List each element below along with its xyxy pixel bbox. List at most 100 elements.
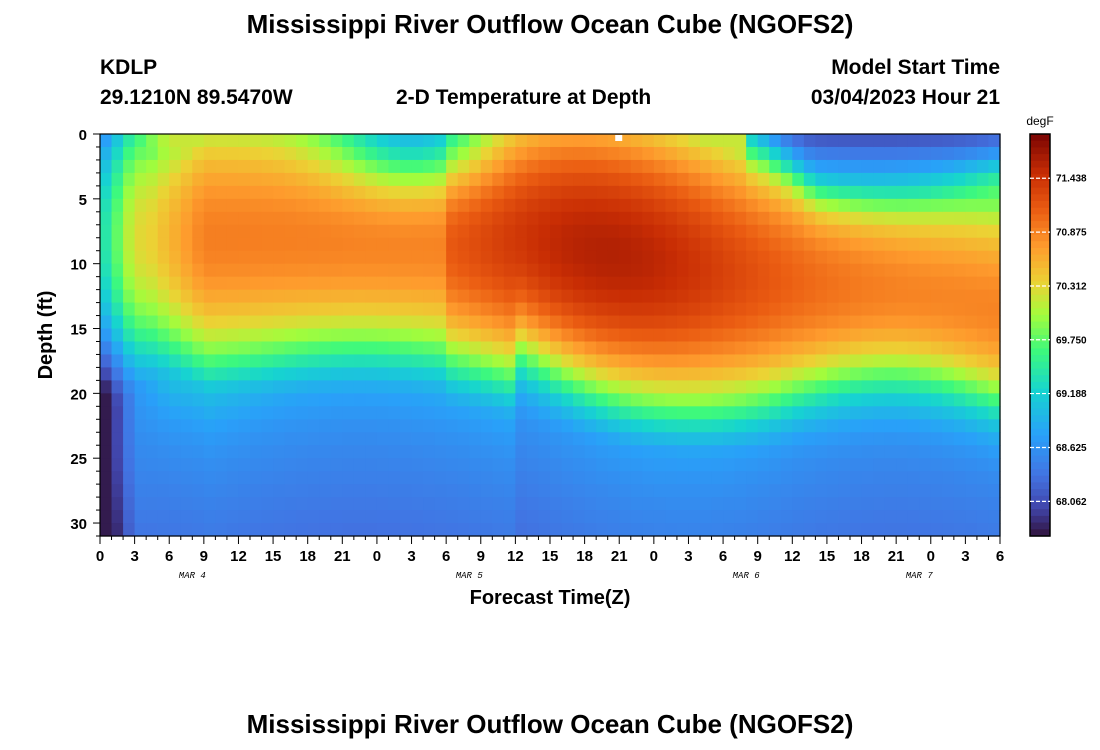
heatmap-cell: [296, 172, 309, 187]
heatmap-cell: [607, 406, 620, 420]
heatmap-cell: [250, 302, 263, 317]
heatmap-cell: [907, 172, 920, 187]
heatmap-cell: [146, 471, 159, 485]
heatmap-cell: [480, 289, 493, 304]
heatmap-cell: [850, 146, 863, 161]
heatmap-cell: [746, 185, 759, 200]
heatmap-cell: [226, 380, 240, 394]
heatmap-cell: [953, 510, 966, 524]
heatmap-cell: [630, 458, 643, 472]
heatmap-cell: [550, 250, 563, 265]
heatmap-cell: [388, 445, 401, 459]
heatmap-cell: [838, 458, 851, 472]
heatmap-cell: [676, 302, 690, 317]
heatmap-cell: [538, 393, 551, 407]
heatmap-cell: [757, 432, 770, 446]
heatmap-cell: [365, 393, 378, 407]
heatmap-cell: [907, 419, 920, 433]
x-tick-label: 12: [507, 548, 524, 565]
heatmap-cell: [100, 198, 113, 213]
heatmap-cell: [319, 406, 332, 420]
heatmap-cell: [561, 354, 574, 369]
heatmap-cell: [780, 380, 793, 394]
heatmap-cell: [942, 445, 955, 459]
heatmap-cell: [123, 146, 136, 161]
heatmap-cell: [515, 484, 528, 498]
heatmap-cell: [746, 289, 759, 304]
heatmap-cell: [319, 328, 332, 343]
heatmap-cell: [307, 380, 320, 394]
heatmap-cell: [376, 458, 390, 472]
heatmap-cell: [250, 458, 263, 472]
heatmap-cell: [273, 432, 286, 446]
heatmap-cell: [861, 406, 874, 420]
heatmap-cell: [180, 471, 193, 485]
heatmap-cell: [884, 146, 897, 161]
heatmap-cell: [469, 445, 482, 459]
heatmap-cell: [803, 393, 816, 407]
heatmap-cell: [261, 289, 274, 304]
heatmap-cell: [630, 172, 643, 187]
heatmap-cell: [192, 328, 205, 343]
heatmap-cell: [988, 159, 1001, 174]
heatmap-cell: [907, 263, 920, 278]
heatmap-cell: [896, 341, 909, 356]
heatmap-cell: [596, 302, 609, 317]
heatmap-cell: [619, 224, 632, 239]
heatmap-cell: [838, 497, 851, 511]
heatmap-cell: [388, 367, 401, 381]
heatmap-cell: [226, 263, 240, 278]
heatmap-cell: [573, 146, 586, 161]
heatmap-cell: [953, 484, 966, 498]
heatmap-cell: [250, 237, 263, 252]
heatmap-cell: [700, 224, 713, 239]
heatmap-cell: [723, 432, 736, 446]
heatmap-cell: [550, 458, 563, 472]
heatmap-cell: [734, 134, 747, 148]
heatmap-cell: [584, 146, 597, 161]
heatmap-cell: [873, 134, 886, 148]
time-marker: [615, 135, 623, 141]
heatmap-cell: [838, 263, 851, 278]
heatmap-cell: [573, 432, 586, 446]
colorbar: 71.43870.87570.31269.75069.18868.62568.0…: [1026, 114, 1087, 537]
heatmap-cell: [307, 497, 320, 511]
heatmap-cell: [446, 134, 459, 148]
heatmap-cell: [353, 406, 366, 420]
heatmap-cell: [123, 510, 136, 524]
heatmap-cell: [319, 159, 332, 174]
heatmap-cell: [180, 484, 193, 498]
heatmap-cell: [307, 328, 320, 343]
heatmap-cell: [226, 302, 240, 317]
heatmap-cell: [457, 224, 470, 239]
heatmap-cell: [746, 315, 759, 330]
heatmap-cell: [953, 315, 966, 330]
heatmap-cell: [769, 224, 782, 239]
heatmap-cell: [619, 471, 632, 485]
heatmap-cell: [596, 328, 609, 343]
heatmap-cell: [296, 432, 309, 446]
heatmap-cell: [653, 185, 666, 200]
heatmap-cell: [503, 523, 516, 537]
heatmap-cell: [273, 458, 286, 472]
heatmap-cell: [307, 393, 320, 407]
heatmap-cell: [919, 380, 932, 394]
heatmap-cell: [688, 146, 701, 161]
heatmap-cell: [711, 471, 724, 485]
heatmap-cell: [815, 354, 828, 369]
heatmap-cell: [365, 146, 378, 161]
heatmap-cell: [238, 134, 251, 148]
heatmap-cell: [584, 510, 597, 524]
heatmap-cell: [596, 354, 609, 369]
heatmap-cell: [423, 380, 436, 394]
heatmap-cell: [884, 134, 897, 148]
heatmap-cell: [711, 250, 724, 265]
heatmap-cell: [584, 237, 597, 252]
heatmap-cell: [423, 276, 436, 291]
heatmap-cell: [550, 172, 563, 187]
heatmap-cell: [711, 172, 724, 187]
heatmap-cell: [700, 432, 713, 446]
heatmap-cell: [492, 523, 505, 537]
heatmap-cell: [365, 263, 378, 278]
heatmap-cell: [596, 341, 609, 356]
